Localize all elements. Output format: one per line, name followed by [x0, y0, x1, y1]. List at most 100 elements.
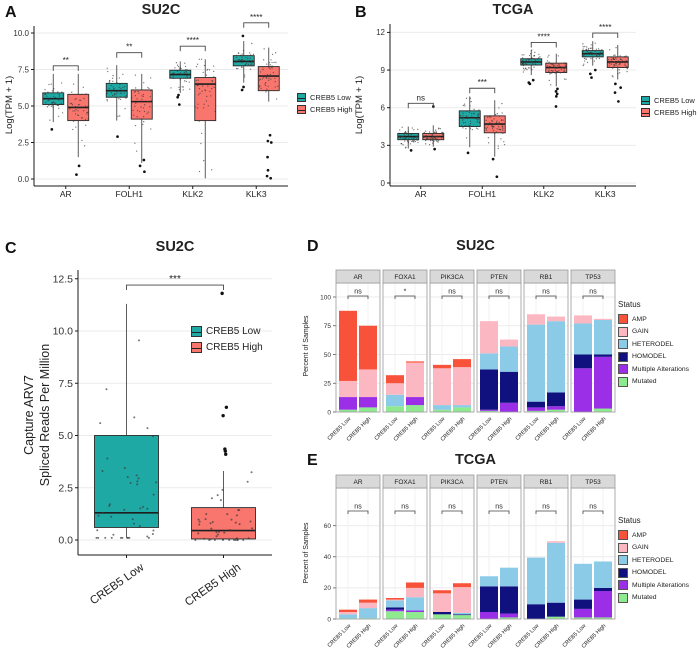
status-legend-title: Status: [618, 300, 641, 309]
panel-b-creb5-legend: CREB5 Low CREB5 High: [641, 96, 697, 120]
svg-text:25: 25: [324, 381, 332, 388]
svg-text:2.5: 2.5: [18, 138, 30, 147]
svg-text:FOXA1: FOXA1: [394, 479, 416, 486]
jitter-points: [194, 471, 254, 541]
box-CREB5-Low-low: [94, 303, 159, 539]
svg-text:75: 75: [324, 323, 332, 330]
bar-FOXA1-low: [386, 375, 404, 412]
bar-RB1-low: [527, 314, 545, 412]
svg-text:TP53: TP53: [585, 274, 601, 281]
outlier-points: [50, 128, 54, 131]
legend-swatch: [641, 96, 650, 105]
box-CREB5-High-high: [191, 291, 256, 541]
outlier-points: [176, 93, 181, 106]
status-legend-item-homodel: HOMODEL: [618, 351, 689, 362]
boxes: [94, 291, 256, 541]
bar-RB1-high: [547, 541, 565, 619]
panel-a-creb5-legend: CREB5 Low CREB5 High: [297, 93, 353, 117]
svg-text:ns: ns: [495, 289, 503, 296]
jitter-points: [169, 62, 191, 91]
svg-text:ns: ns: [495, 504, 503, 511]
bar-TP53-low: [574, 563, 592, 619]
jitter-points: [521, 49, 542, 73]
significance-brackets: ns***********: [407, 23, 619, 109]
bar-AR-low: [339, 609, 357, 619]
panel-a-title: SU2C: [141, 2, 181, 18]
facet-strip: [523, 474, 569, 489]
status-legend-item-mutated: Mutated: [618, 376, 689, 387]
svg-text:ns: ns: [589, 289, 597, 296]
status-swatch: [618, 376, 628, 387]
bar-PTEN-high: [500, 567, 518, 619]
svg-text:**: **: [63, 56, 69, 65]
panel-d-letter: D: [307, 238, 319, 255]
svg-text:10.0: 10.0: [53, 326, 74, 338]
status-legend-item-amp: AMP: [618, 530, 689, 540]
svg-text:ns: ns: [448, 504, 456, 511]
outlier-points: [265, 133, 273, 180]
legend-swatch: [297, 105, 306, 114]
panel-c-letter: C: [5, 240, 17, 257]
gridlines: [34, 32, 288, 180]
status-label: HETERODEL: [632, 556, 674, 564]
svg-text:12.5: 12.5: [53, 273, 74, 285]
box-AR-high: [422, 105, 445, 151]
svg-text:****: ****: [538, 32, 550, 41]
status-swatch: [618, 592, 628, 603]
svg-text:***: ***: [478, 78, 487, 87]
panel-c-creb5-legend: CREB5 Low CREB5 High: [191, 326, 263, 358]
axes: 0 3 6 9 12 AR FOLH1 KLK2 KLK3: [376, 24, 636, 199]
svg-text:60: 60: [324, 523, 332, 530]
jitter-points: [235, 42, 255, 78]
boxes: [397, 41, 629, 179]
status-legend-item-heterodel: HETERODEL: [618, 339, 689, 349]
svg-text:0.0: 0.0: [18, 175, 30, 184]
status-swatch: [618, 351, 628, 362]
status-swatch: [618, 580, 628, 590]
legend-swatch: [191, 342, 202, 353]
svg-text:RB1: RB1: [540, 479, 553, 486]
box-FOLH1-low: [105, 65, 128, 139]
legend-item-creb5-low: CREB5 Low: [191, 326, 263, 337]
box-FOLH1-low: [458, 96, 481, 155]
bar-RB1-low: [527, 557, 545, 619]
jitter-points: [607, 46, 628, 78]
panel-b-title: TCGA: [492, 2, 534, 18]
svg-text:AR: AR: [353, 274, 362, 281]
svg-text:KLK2: KLK2: [182, 189, 203, 199]
svg-text:6: 6: [381, 104, 386, 113]
box-KLK2-high: [545, 53, 568, 108]
svg-text:0: 0: [381, 179, 386, 188]
status-swatch: [618, 555, 628, 565]
svg-text:0.0: 0.0: [58, 535, 73, 547]
facet-strip: [335, 474, 381, 489]
svg-text:0: 0: [327, 616, 331, 623]
status-label: Multiple Alterations: [632, 581, 690, 589]
legend-item-creb5-low: CREB5 Low: [641, 96, 697, 105]
outlier-points: [491, 157, 499, 179]
status-swatch: [618, 326, 628, 337]
box-AR-low: [42, 73, 65, 131]
y-axis: 0 25 50 75 100: [320, 294, 336, 416]
axes: 0.0 2.5 5.0 7.5 10.0 AR FOLH1 KLK2 KLK3: [13, 26, 288, 199]
svg-text:FOLH1: FOLH1: [116, 189, 144, 199]
status-swatch: [618, 339, 628, 349]
svg-text:0: 0: [327, 409, 331, 416]
panel-c-plot: 0.0 2.5 5.0 7.5 10.0 12.5 CREB5 Low CREB5 High *…: [53, 270, 272, 609]
outlier-points: [220, 291, 229, 457]
svg-text:50: 50: [324, 352, 332, 359]
box-AR-high: [67, 73, 90, 176]
legend-label: CREB5 Low: [654, 96, 695, 105]
jitter-points: [69, 83, 89, 147]
outlier-points: [613, 82, 623, 103]
legend-item-creb5-high: CREB5 High: [641, 108, 697, 117]
jitter-points: [397, 126, 419, 149]
